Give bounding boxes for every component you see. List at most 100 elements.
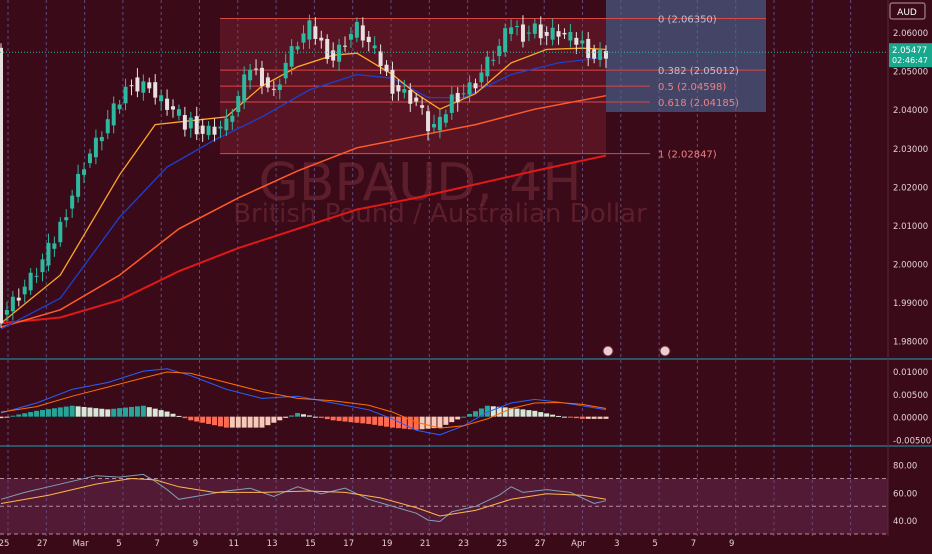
- candle-body: [159, 95, 164, 102]
- candle-body: [230, 115, 235, 122]
- macd-histogram-bar: [16, 414, 22, 417]
- candle-body: [153, 82, 158, 98]
- candle-body: [420, 105, 425, 108]
- macd-histogram-bar: [81, 406, 87, 417]
- macd-histogram-bar: [597, 416, 603, 419]
- candle-body: [236, 96, 241, 113]
- time-tick-label: 9: [729, 539, 734, 549]
- macd-histogram-bar: [253, 416, 259, 428]
- macd-histogram-bar: [603, 416, 609, 419]
- time-tick-label: 9: [193, 539, 198, 549]
- candle-body: [64, 217, 69, 221]
- macd-histogram-bar: [194, 416, 200, 422]
- macd-histogram-bar: [51, 408, 57, 417]
- rsi-tick-label: 80.00: [893, 462, 917, 472]
- fibonacci-retracement[interactable]: 0 (2.06350) 0.382 (2.05012) 0.5 (2.04598) 0…: [220, 0, 766, 161]
- macd-histogram-bar: [164, 411, 170, 417]
- macd-histogram-bar: [550, 414, 556, 417]
- time-tick-label: 25: [496, 539, 507, 549]
- fib-level-label: 1 (2.02847): [658, 150, 717, 161]
- candle-body: [76, 173, 81, 197]
- candle-body: [58, 221, 63, 243]
- candle-body: [604, 51, 608, 59]
- candle-body: [331, 50, 336, 61]
- price-tick-label: 1.99000: [893, 299, 928, 309]
- rsi-ma-line: [0, 477, 607, 517]
- candle-body: [319, 37, 324, 41]
- macd-histogram-bar: [526, 410, 532, 417]
- candle-body: [408, 90, 413, 104]
- ema-fast-line: [0, 47, 607, 324]
- macd-histogram-bar: [478, 408, 484, 417]
- macd-histogram-bar: [117, 408, 123, 417]
- candle-body: [135, 77, 140, 92]
- macd-histogram-bar: [123, 407, 129, 417]
- macd-tick-label: -0.00500: [893, 436, 931, 446]
- event-marker-icon[interactable]: [602, 345, 614, 357]
- candle-body: [176, 109, 181, 116]
- macd-histogram-bar: [247, 416, 253, 428]
- macd-histogram-bar: [520, 409, 526, 417]
- macd-histogram-bar: [473, 411, 479, 417]
- rsi-pane[interactable]: 80.00 60.00 40.00: [0, 462, 917, 535]
- candle-body: [28, 272, 33, 291]
- macd-signal-line: [0, 371, 607, 429]
- candle-body: [265, 77, 270, 88]
- time-axis[interactable]: 25 27 Mar 5 7 9 11 13 15 17 19 21 23 25 27 Apr 3 5 7 9: [0, 536, 932, 550]
- macd-histogram-bar: [22, 413, 28, 417]
- candles: [0, 14, 608, 328]
- candle-body: [485, 56, 490, 77]
- macd-histogram-bar: [217, 416, 223, 427]
- candle-body: [93, 137, 98, 158]
- macd-histogram-bar: [449, 416, 455, 423]
- time-tick-label: 13: [267, 539, 278, 549]
- ema-slow-line: [0, 94, 607, 328]
- candle-body: [141, 81, 146, 93]
- candle-body: [479, 72, 484, 83]
- candle-body: [437, 116, 442, 131]
- time-tick-label: 7: [691, 539, 696, 549]
- candle-body: [289, 46, 294, 67]
- ema-long-line: [0, 154, 607, 325]
- macd-histogram-bar: [585, 416, 591, 419]
- macd-histogram-bar: [567, 416, 573, 418]
- candle-body: [384, 64, 389, 72]
- macd-histogram-bar: [241, 416, 247, 428]
- countdown-label: 02:46:47: [892, 56, 928, 65]
- macd-histogram-bar: [134, 406, 140, 417]
- currency-badge[interactable]: [889, 2, 926, 20]
- candle-body: [348, 33, 353, 40]
- watermark-subtitle: British Pound / Australian Dollar: [233, 199, 647, 229]
- macd-histogram-bar: [544, 413, 550, 417]
- macd-histogram-bar: [235, 416, 241, 428]
- macd-histogram-bar: [496, 406, 502, 417]
- candle-body: [242, 74, 247, 103]
- macd-pane[interactable]: 0.01000 0.00500 0.00000 -0.00500: [0, 368, 931, 446]
- price-axis[interactable]: 2.06000 2.05000 2.04000 2.03000 2.02000 2.010…: [0, 0, 932, 536]
- rsi-tick-label: 40.00: [893, 517, 917, 527]
- macd-histogram-bar: [401, 416, 407, 429]
- macd-histogram-bar: [158, 410, 164, 417]
- candle-body: [224, 118, 229, 131]
- event-marker-icon[interactable]: [659, 345, 671, 357]
- currency-label: AUD: [897, 8, 917, 18]
- candle-body: [598, 50, 603, 60]
- macd-histogram-bar: [223, 416, 229, 428]
- macd-histogram-bar: [182, 416, 188, 419]
- macd-histogram-bar: [348, 416, 354, 423]
- candle-body: [520, 24, 525, 42]
- macd-histogram-bar: [532, 410, 538, 417]
- candle-body: [111, 103, 116, 126]
- fib-level-label: 0.618 (2.04185): [658, 98, 739, 109]
- symbol-watermark: GBPAUD, 4H: [259, 153, 582, 213]
- candle-body: [248, 69, 253, 81]
- macd-histogram-bar: [354, 416, 360, 423]
- macd-histogram-bar: [366, 416, 372, 424]
- macd-histogram-bar: [324, 416, 330, 420]
- macd-histogram-bar: [271, 416, 277, 423]
- candle-body: [390, 69, 395, 94]
- macd-histogram-bar: [283, 416, 289, 418]
- rsi-tick-label: 60.00: [893, 489, 917, 499]
